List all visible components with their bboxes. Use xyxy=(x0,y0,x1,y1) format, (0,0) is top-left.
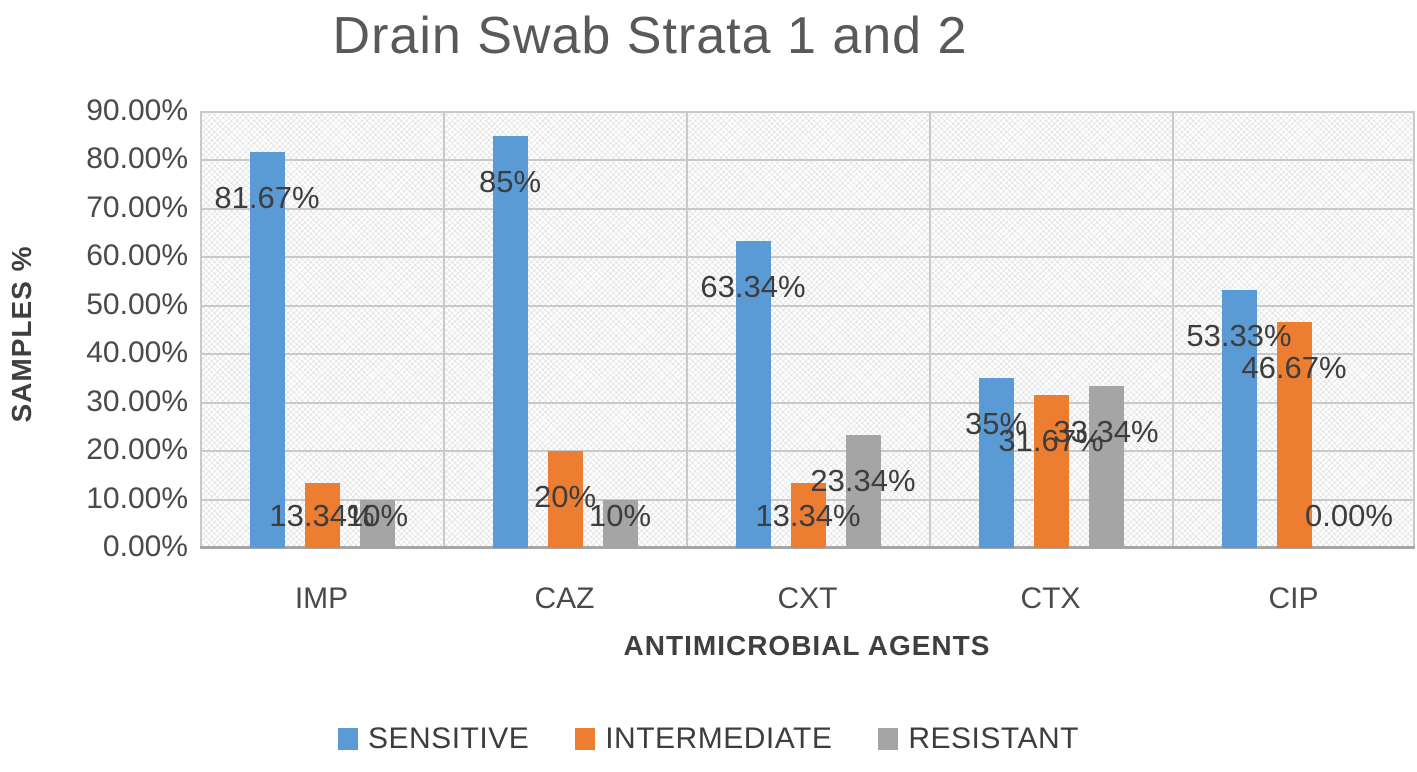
legend-label-sensitive: SENSITIVE xyxy=(368,722,530,755)
v-gridline-3 xyxy=(929,112,931,548)
chart-title: Drain Swab Strata 1 and 2 xyxy=(332,7,968,65)
data-label-resistant-cip: 0.00% xyxy=(1305,498,1393,533)
data-label-sensitive-cxt: 63.34% xyxy=(700,269,806,305)
h-gridline-50 xyxy=(200,304,1415,307)
bar-resistant-caz xyxy=(602,499,638,548)
legend-item-sensitive: SENSITIVE xyxy=(338,722,529,756)
data-label-sensitive-ctx: 35% xyxy=(964,406,1028,442)
plot-area xyxy=(200,111,1415,549)
legend: SENSITIVE INTERMEDIATE RESISTANT xyxy=(0,722,1417,756)
x-tick-caz: CAZ xyxy=(534,582,595,615)
legend-label-resistant: RESISTANT xyxy=(908,722,1079,755)
bar-intermediate-imp xyxy=(304,483,340,548)
bar-intermediate-ctx xyxy=(1033,394,1069,548)
data-label-intermediate-ctx: 31.67% xyxy=(998,422,1104,458)
bar-resistant-ctx xyxy=(1088,386,1124,548)
bar-intermediate-cip xyxy=(1276,321,1312,548)
y-tick-7000: 70.00% xyxy=(86,190,188,224)
h-gridline-70 xyxy=(200,207,1415,210)
legend-item-resistant: RESISTANT xyxy=(878,722,1079,756)
data-label-intermediate-imp: 13.34% xyxy=(269,498,375,533)
bar-sensitive-ctx xyxy=(978,378,1014,548)
data-label-intermediate-cxt: 13.34% xyxy=(755,498,861,533)
h-gridline-90 xyxy=(200,111,1415,113)
bar-sensitive-cip xyxy=(1221,289,1257,548)
bar-sensitive-cxt xyxy=(735,241,771,548)
bar-intermediate-caz xyxy=(547,451,583,548)
data-label-sensitive-imp: 81.67% xyxy=(214,180,320,216)
data-label-resistant-caz: 10% xyxy=(588,498,652,533)
v-gridline-5 xyxy=(1413,112,1415,548)
x-tick-imp: IMP xyxy=(294,582,349,615)
y-tick-3000: 30.00% xyxy=(86,384,188,418)
h-gridline-80 xyxy=(200,159,1415,162)
data-label-resistant-imp: 10% xyxy=(345,498,409,533)
x-tick-cxt: CXT xyxy=(777,582,838,615)
v-gridline-0 xyxy=(200,112,202,548)
bar-sensitive-imp xyxy=(249,152,285,548)
data-label-sensitive-caz: 85% xyxy=(478,164,542,200)
y-tick-6000: 60.00% xyxy=(86,239,188,273)
h-gridline-20 xyxy=(200,450,1415,453)
data-label-intermediate-caz: 20% xyxy=(533,479,597,515)
legend-swatch-sensitive xyxy=(338,728,358,750)
x-tick-cip: CIP xyxy=(1268,582,1319,615)
y-tick-5000: 50.00% xyxy=(86,287,188,321)
h-gridline-30 xyxy=(200,401,1415,404)
h-gridline-60 xyxy=(200,256,1415,259)
data-label-sensitive-cip: 53.33% xyxy=(1186,317,1292,353)
bar-sensitive-caz xyxy=(492,136,528,548)
y-tick-4000: 40.00% xyxy=(86,336,188,370)
legend-swatch-intermediate xyxy=(575,728,596,750)
legend-swatch-resistant xyxy=(878,728,899,750)
y-tick-9000: 90.00% xyxy=(86,94,188,127)
bar-intermediate-cxt xyxy=(790,483,826,548)
y-tick-2000: 20.00% xyxy=(86,433,188,467)
x-axis-title: ANTIMICROBIAL AGENTS xyxy=(623,630,991,661)
x-tick-ctx: CTX xyxy=(1020,582,1081,615)
bar-resistant-cxt xyxy=(845,434,881,548)
h-gridline-40 xyxy=(200,353,1415,356)
bar-resistant-imp xyxy=(359,499,395,548)
data-label-intermediate-cip: 46.67% xyxy=(1241,349,1347,385)
legend-item-intermediate: INTERMEDIATE xyxy=(575,722,832,756)
v-gridline-1 xyxy=(443,112,445,548)
legend-label-intermediate: INTERMEDIATE xyxy=(605,722,833,755)
y-tick-1000: 10.00% xyxy=(86,481,188,515)
y-tick-8000: 80.00% xyxy=(86,142,188,176)
data-label-resistant-cxt: 23.34% xyxy=(810,462,916,498)
data-label-resistant-ctx: 33.34% xyxy=(1053,414,1159,450)
v-gridline-4 xyxy=(1172,112,1174,548)
v-gridline-2 xyxy=(686,112,688,548)
y-tick-000: 0.00% xyxy=(102,530,188,563)
